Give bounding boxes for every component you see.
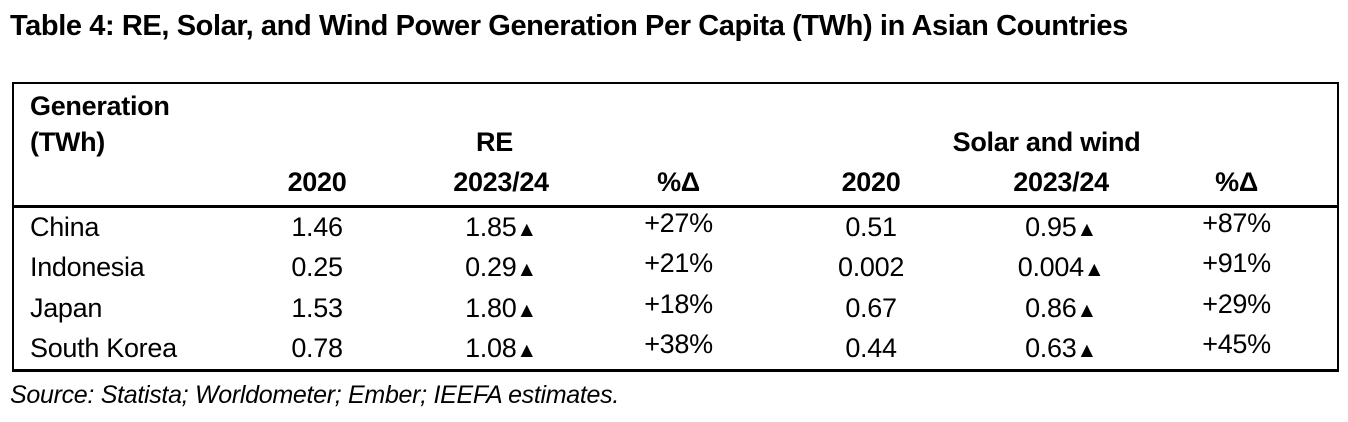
sub-header-re-2020: 2020: [233, 160, 401, 208]
cell-re-2023-24: 1.85▲: [465, 211, 537, 242]
sub-header-sw-2020: 2020: [756, 160, 987, 208]
table-row-japan: Japan 1.53 1.80▲ +18% 0.67 0.86▲ +29%: [13, 288, 1338, 329]
cell-sw-pct: +87%: [1202, 207, 1271, 238]
cell-country: Japan: [30, 293, 103, 323]
cell-sw-pct: +29%: [1202, 289, 1271, 319]
table-row-indonesia: Indonesia 0.25 0.29▲ +21% 0.002 0.004▲ +…: [13, 247, 1338, 288]
group-header-solar-wind: Solar and wind: [952, 127, 1141, 157]
cell-re-2023-24: 1.80▲: [465, 293, 537, 323]
sub-header-sw-pct-delta: %Δ: [1136, 160, 1339, 208]
generation-table: Generation (TWh) RE Solar and wind 2020 …: [12, 82, 1340, 372]
cell-country: South Korea: [30, 333, 177, 364]
cell-sw-2020: 0.67: [845, 293, 897, 323]
table-title: Table 4: RE, Solar, and Wind Power Gener…: [10, 10, 1128, 42]
sub-header-re-2023-24: 2023/24: [401, 160, 601, 208]
up-triangle-icon: ▲: [1076, 299, 1097, 322]
corner-header-line1: Generation: [30, 91, 170, 121]
group-header-row: Generation (TWh) RE Solar and wind: [13, 83, 1338, 160]
cell-sw-2020: 0.44: [845, 333, 897, 364]
cell-re-pct: +18%: [644, 289, 713, 319]
cell-sw-2023-24: 0.86▲: [1025, 293, 1097, 323]
cell-re-2020: 1.53: [291, 293, 343, 323]
up-triangle-icon: ▲: [1076, 217, 1097, 241]
page: Table 4: RE, Solar, and Wind Power Gener…: [0, 8, 1348, 422]
cell-re-pct: +38%: [644, 329, 713, 360]
up-triangle-icon: ▲: [1076, 339, 1097, 363]
cell-re-2023-24: 1.08▲: [465, 333, 537, 364]
cell-sw-pct: +91%: [1202, 248, 1271, 278]
up-triangle-icon: ▲: [516, 299, 537, 322]
cell-re-2020: 0.78: [291, 333, 343, 364]
sub-header-sw-2023-24: 2023/24: [986, 160, 1137, 208]
sub-header-empty: [13, 160, 233, 208]
cell-sw-pct: +45%: [1202, 329, 1271, 360]
cell-country: China: [30, 211, 100, 242]
source-note: Source: Statista; Worldometer; Ember; IE…: [10, 380, 620, 409]
cell-sw-2023-24: 0.004▲: [1017, 252, 1105, 282]
table-row-china: China 1.46 1.85▲ +27% 0.51 0.95▲ +87%: [13, 206, 1338, 247]
cell-sw-2023-24: 0.63▲: [1025, 333, 1097, 364]
cell-re-2023-24: 0.29▲: [465, 252, 537, 282]
cell-sw-2020: 0.51: [845, 211, 897, 242]
cell-re-pct: +21%: [644, 248, 713, 278]
up-triangle-icon: ▲: [1083, 258, 1105, 281]
cell-sw-2023-24: 0.95▲: [1025, 211, 1097, 242]
sub-header-row: 2020 2023/24 %Δ 2020 2023/24 %Δ: [13, 160, 1339, 208]
up-triangle-icon: ▲: [516, 339, 537, 363]
cell-re-2020: 0.25: [291, 252, 343, 282]
corner-header-line2: (TWh): [30, 127, 105, 157]
up-triangle-icon: ▲: [516, 217, 537, 241]
cell-re-2020: 1.46: [291, 211, 343, 242]
cell-country: Indonesia: [30, 252, 145, 282]
corner-header: Generation (TWh): [13, 83, 233, 160]
cell-sw-2020: 0.002: [837, 252, 905, 282]
table-row-south-korea: South Korea 0.78 1.08▲ +38% 0.44 0.63▲ +…: [13, 329, 1338, 370]
sub-header-re-pct-delta: %Δ: [601, 160, 757, 208]
cell-re-pct: +27%: [644, 207, 713, 238]
group-header-re: RE: [476, 127, 513, 157]
up-triangle-icon: ▲: [516, 258, 537, 281]
